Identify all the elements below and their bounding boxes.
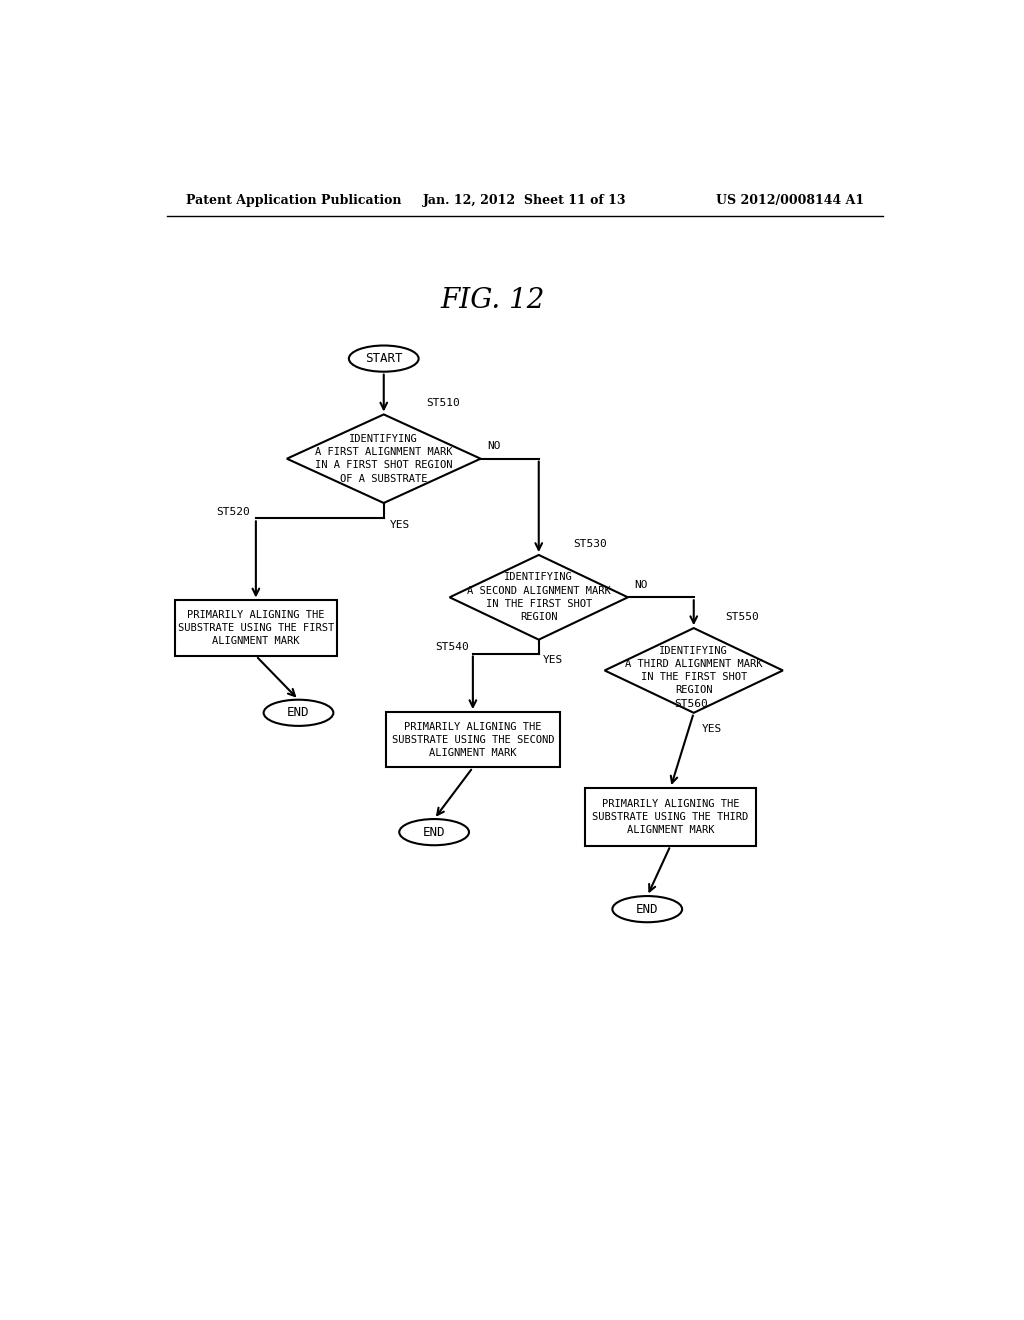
Text: Jan. 12, 2012  Sheet 11 of 13: Jan. 12, 2012 Sheet 11 of 13 [423, 194, 627, 207]
Text: Patent Application Publication: Patent Application Publication [186, 194, 401, 207]
Text: YES: YES [543, 655, 563, 665]
Text: ST540: ST540 [435, 642, 469, 652]
Text: YES: YES [390, 520, 411, 529]
Text: END: END [423, 825, 445, 838]
Text: ST550: ST550 [725, 612, 759, 622]
Text: ST510: ST510 [426, 399, 460, 408]
Text: PRIMARILY ALIGNING THE
SUBSTRATE USING THE THIRD
ALIGNMENT MARK: PRIMARILY ALIGNING THE SUBSTRATE USING T… [592, 799, 749, 836]
Text: IDENTIFYING
A THIRD ALIGNMENT MARK
IN THE FIRST SHOT
REGION: IDENTIFYING A THIRD ALIGNMENT MARK IN TH… [625, 645, 763, 696]
Text: ST520: ST520 [216, 507, 250, 517]
Text: START: START [365, 352, 402, 366]
Text: ST560: ST560 [675, 700, 709, 709]
Text: YES: YES [701, 725, 722, 734]
Text: PRIMARILY ALIGNING THE
SUBSTRATE USING THE FIRST
ALIGNMENT MARK: PRIMARILY ALIGNING THE SUBSTRATE USING T… [178, 610, 334, 647]
Text: PRIMARILY ALIGNING THE
SUBSTRATE USING THE SECOND
ALIGNMENT MARK: PRIMARILY ALIGNING THE SUBSTRATE USING T… [391, 722, 554, 758]
Text: IDENTIFYING
A SECOND ALIGNMENT MARK
IN THE FIRST SHOT
REGION: IDENTIFYING A SECOND ALIGNMENT MARK IN T… [467, 573, 610, 622]
Text: ST530: ST530 [573, 539, 607, 549]
Text: US 2012/0008144 A1: US 2012/0008144 A1 [716, 194, 864, 207]
Text: IDENTIFYING
A FIRST ALIGNMENT MARK
IN A FIRST SHOT REGION
OF A SUBSTRATE: IDENTIFYING A FIRST ALIGNMENT MARK IN A … [315, 434, 453, 483]
Text: END: END [288, 706, 309, 719]
Text: NO: NO [634, 579, 647, 590]
Text: END: END [636, 903, 658, 916]
Text: FIG. 12: FIG. 12 [440, 288, 545, 314]
Text: NO: NO [486, 441, 501, 451]
